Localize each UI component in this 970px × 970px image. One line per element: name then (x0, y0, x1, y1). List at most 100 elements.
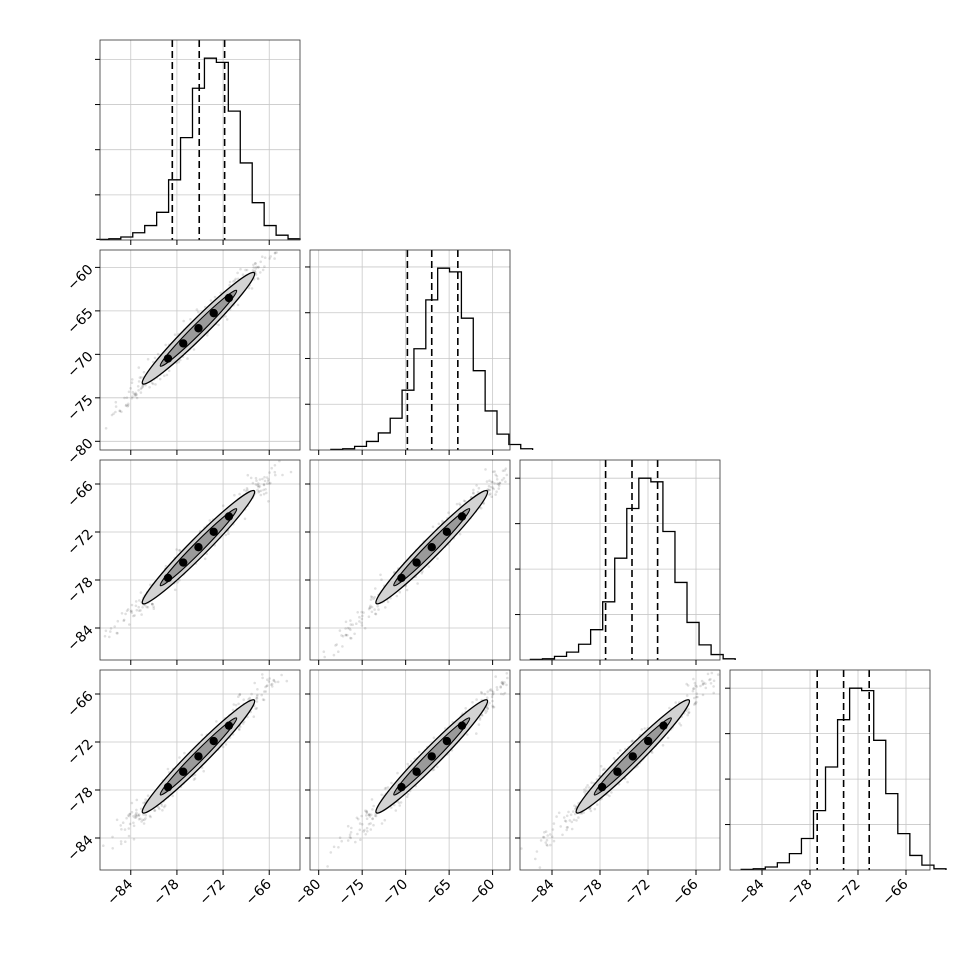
scatter-point (499, 686, 503, 689)
scatter-point (338, 629, 342, 632)
scatter-point (238, 693, 241, 697)
scatter-point (250, 692, 253, 696)
scatter-point (234, 703, 238, 707)
scatter-point (236, 303, 240, 307)
scatter-point (245, 490, 248, 493)
scatter-point (350, 826, 353, 830)
scatter-point (562, 816, 566, 819)
scatter-point (145, 605, 148, 609)
scatter-point (326, 865, 329, 868)
scatter-point (158, 807, 161, 811)
scatter-point (598, 774, 601, 778)
scatter-point (263, 475, 266, 479)
scatter-point (360, 610, 364, 614)
scatter-point (334, 644, 337, 647)
scatter-point (593, 807, 597, 811)
scatter-point (265, 476, 269, 479)
scatter-point (545, 843, 548, 846)
scatter-point (165, 373, 169, 377)
scatter-point (119, 842, 123, 846)
scatter-point (501, 469, 505, 473)
density-core (163, 573, 173, 583)
scatter-point (479, 506, 483, 510)
scatter-point (132, 392, 136, 396)
panel-frame (309, 459, 511, 661)
scatter-point (111, 835, 114, 839)
scatter-point (237, 695, 240, 698)
scatter-point (544, 841, 547, 844)
scatter-point (488, 488, 492, 492)
scatter-point (695, 700, 698, 704)
scatter-point (178, 579, 181, 582)
scatter-panel-3-2: −84 −78 −72 −66 (515, 669, 721, 909)
scatter-point (393, 803, 396, 807)
scatter-point (246, 488, 249, 492)
scatter-point (542, 836, 546, 839)
scatter-point (224, 743, 228, 746)
scatter-point (183, 751, 186, 755)
scatter-point (580, 812, 584, 815)
scatter-point (364, 833, 368, 836)
scatter-point (128, 822, 132, 826)
scatter-point (367, 607, 371, 611)
scatter-point (390, 806, 393, 809)
scatter-point (360, 617, 364, 621)
scatter-point (115, 818, 119, 822)
density-core (442, 736, 452, 746)
scatter-point (356, 611, 360, 614)
scatter-point (685, 682, 688, 686)
scatter-point (137, 605, 140, 609)
scatter-point (217, 323, 220, 327)
density-core (179, 558, 188, 567)
scatter-point (506, 676, 509, 680)
scatter-point (549, 843, 552, 847)
scatter-point (256, 688, 259, 691)
scatter-point (462, 499, 466, 503)
scatter-point (370, 595, 374, 599)
scatter-point (258, 490, 261, 493)
scatter-point (543, 831, 546, 834)
scatter-point (178, 756, 181, 759)
scatter-point (134, 604, 138, 608)
scatter-point (135, 396, 139, 400)
scatter-point (374, 814, 378, 818)
scatter-point (113, 625, 116, 628)
scatter-point (245, 268, 249, 272)
scatter-point (125, 609, 129, 612)
scatter-point (384, 786, 388, 790)
scatter-point (565, 828, 568, 832)
scatter-point (674, 701, 677, 704)
panel-frame (309, 669, 511, 871)
density-core (412, 767, 421, 776)
scatter-point (480, 690, 483, 694)
scatter-point (493, 470, 497, 473)
scatter-point (273, 470, 277, 474)
scatter-point (143, 603, 147, 607)
scatter-point (158, 377, 162, 381)
scatter-point (139, 391, 143, 394)
scatter-point (360, 624, 364, 627)
scatter-point (124, 404, 128, 408)
scatter-point (123, 828, 127, 831)
scatter-point (124, 612, 127, 616)
scatter-point (365, 814, 368, 817)
scatter-point (247, 698, 250, 701)
scatter-point (699, 684, 702, 688)
scatter-point (694, 684, 697, 687)
scatter-point (476, 490, 480, 494)
scatter-point (431, 525, 435, 529)
scatter-point (126, 814, 130, 817)
scatter-point (590, 781, 593, 784)
scatter-point (486, 690, 490, 693)
scatter-point (128, 623, 131, 626)
scatter-point (189, 318, 192, 321)
scatter-point (427, 565, 431, 568)
scatter-point (441, 519, 444, 523)
scatter-point (134, 394, 137, 398)
scatter-point (348, 835, 352, 839)
scatter-point (492, 487, 495, 491)
scatter-point (122, 618, 126, 622)
scatter-point (110, 413, 114, 417)
scatter-point (225, 318, 229, 321)
